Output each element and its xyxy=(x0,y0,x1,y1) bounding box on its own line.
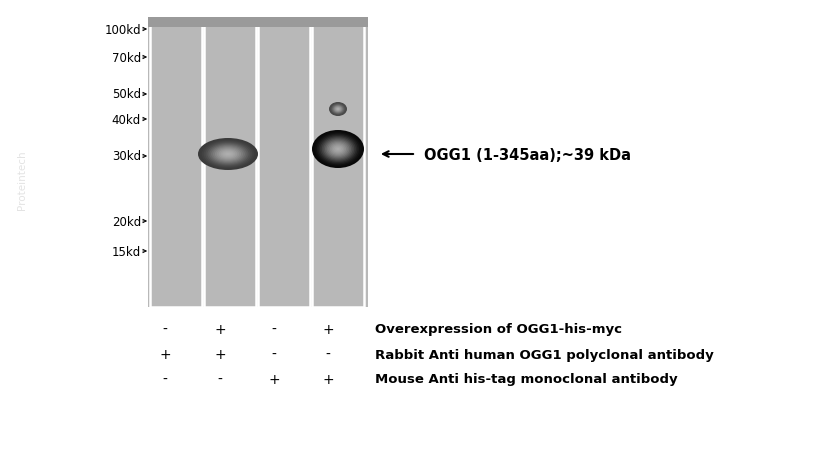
Text: 40kd: 40kd xyxy=(112,113,141,126)
Text: 20kd: 20kd xyxy=(112,215,141,228)
Ellipse shape xyxy=(333,146,343,153)
Ellipse shape xyxy=(323,139,353,160)
Bar xyxy=(204,18,256,308)
Text: 15kd: 15kd xyxy=(112,245,141,258)
Ellipse shape xyxy=(320,137,356,162)
Text: 50kd: 50kd xyxy=(112,88,141,101)
Text: +: + xyxy=(322,322,334,336)
Ellipse shape xyxy=(210,145,247,165)
Ellipse shape xyxy=(215,148,241,162)
Text: 100kd: 100kd xyxy=(104,23,141,36)
Bar xyxy=(258,18,310,308)
Text: Overexpression of OGG1-his-myc: Overexpression of OGG1-his-myc xyxy=(375,323,622,336)
Text: +: + xyxy=(215,322,226,336)
Ellipse shape xyxy=(213,147,243,162)
Text: +: + xyxy=(322,372,334,386)
Ellipse shape xyxy=(206,143,251,167)
Bar xyxy=(148,18,368,28)
Ellipse shape xyxy=(312,131,364,168)
Ellipse shape xyxy=(335,107,341,112)
Ellipse shape xyxy=(219,150,238,160)
Ellipse shape xyxy=(336,149,339,151)
Ellipse shape xyxy=(321,138,354,162)
Text: -: - xyxy=(271,322,276,336)
Text: -: - xyxy=(163,322,168,336)
Ellipse shape xyxy=(330,144,346,156)
Ellipse shape xyxy=(224,153,232,157)
Ellipse shape xyxy=(337,109,339,111)
Ellipse shape xyxy=(201,141,254,168)
Text: -: - xyxy=(271,347,276,361)
Ellipse shape xyxy=(318,135,358,164)
Ellipse shape xyxy=(331,145,344,154)
Text: Mouse Anti his-tag monoclonal antibody: Mouse Anti his-tag monoclonal antibody xyxy=(375,373,677,386)
Ellipse shape xyxy=(220,151,235,159)
Text: -: - xyxy=(326,347,330,361)
Ellipse shape xyxy=(200,140,256,170)
Ellipse shape xyxy=(328,143,348,157)
Ellipse shape xyxy=(334,106,343,113)
Text: 70kd: 70kd xyxy=(112,51,141,64)
Bar xyxy=(312,18,364,308)
Ellipse shape xyxy=(223,151,233,157)
Ellipse shape xyxy=(217,149,239,161)
Text: OGG1 (1-345aa);~39 kDa: OGG1 (1-345aa);~39 kDa xyxy=(424,147,631,162)
Text: +: + xyxy=(159,347,171,361)
Ellipse shape xyxy=(211,146,245,164)
Ellipse shape xyxy=(326,141,349,158)
Ellipse shape xyxy=(226,154,230,156)
Ellipse shape xyxy=(316,133,361,166)
Ellipse shape xyxy=(331,105,344,115)
Text: +: + xyxy=(268,372,279,386)
Ellipse shape xyxy=(204,142,252,168)
Ellipse shape xyxy=(316,134,359,165)
Text: Rabbit Anti human OGG1 polyclonal antibody: Rabbit Anti human OGG1 polyclonal antibo… xyxy=(375,348,713,361)
Bar xyxy=(150,18,202,308)
Text: -: - xyxy=(163,372,168,386)
Text: -: - xyxy=(218,372,223,386)
Ellipse shape xyxy=(207,144,248,166)
Ellipse shape xyxy=(314,132,363,168)
Ellipse shape xyxy=(325,140,351,159)
Ellipse shape xyxy=(332,106,344,114)
Ellipse shape xyxy=(198,139,258,171)
Bar xyxy=(148,18,368,308)
Ellipse shape xyxy=(330,104,346,116)
Ellipse shape xyxy=(329,103,347,117)
Ellipse shape xyxy=(335,108,340,112)
Ellipse shape xyxy=(335,147,341,152)
Text: +: + xyxy=(215,347,226,361)
Text: Proteintech: Proteintech xyxy=(17,150,27,209)
Text: 30kd: 30kd xyxy=(112,150,141,163)
